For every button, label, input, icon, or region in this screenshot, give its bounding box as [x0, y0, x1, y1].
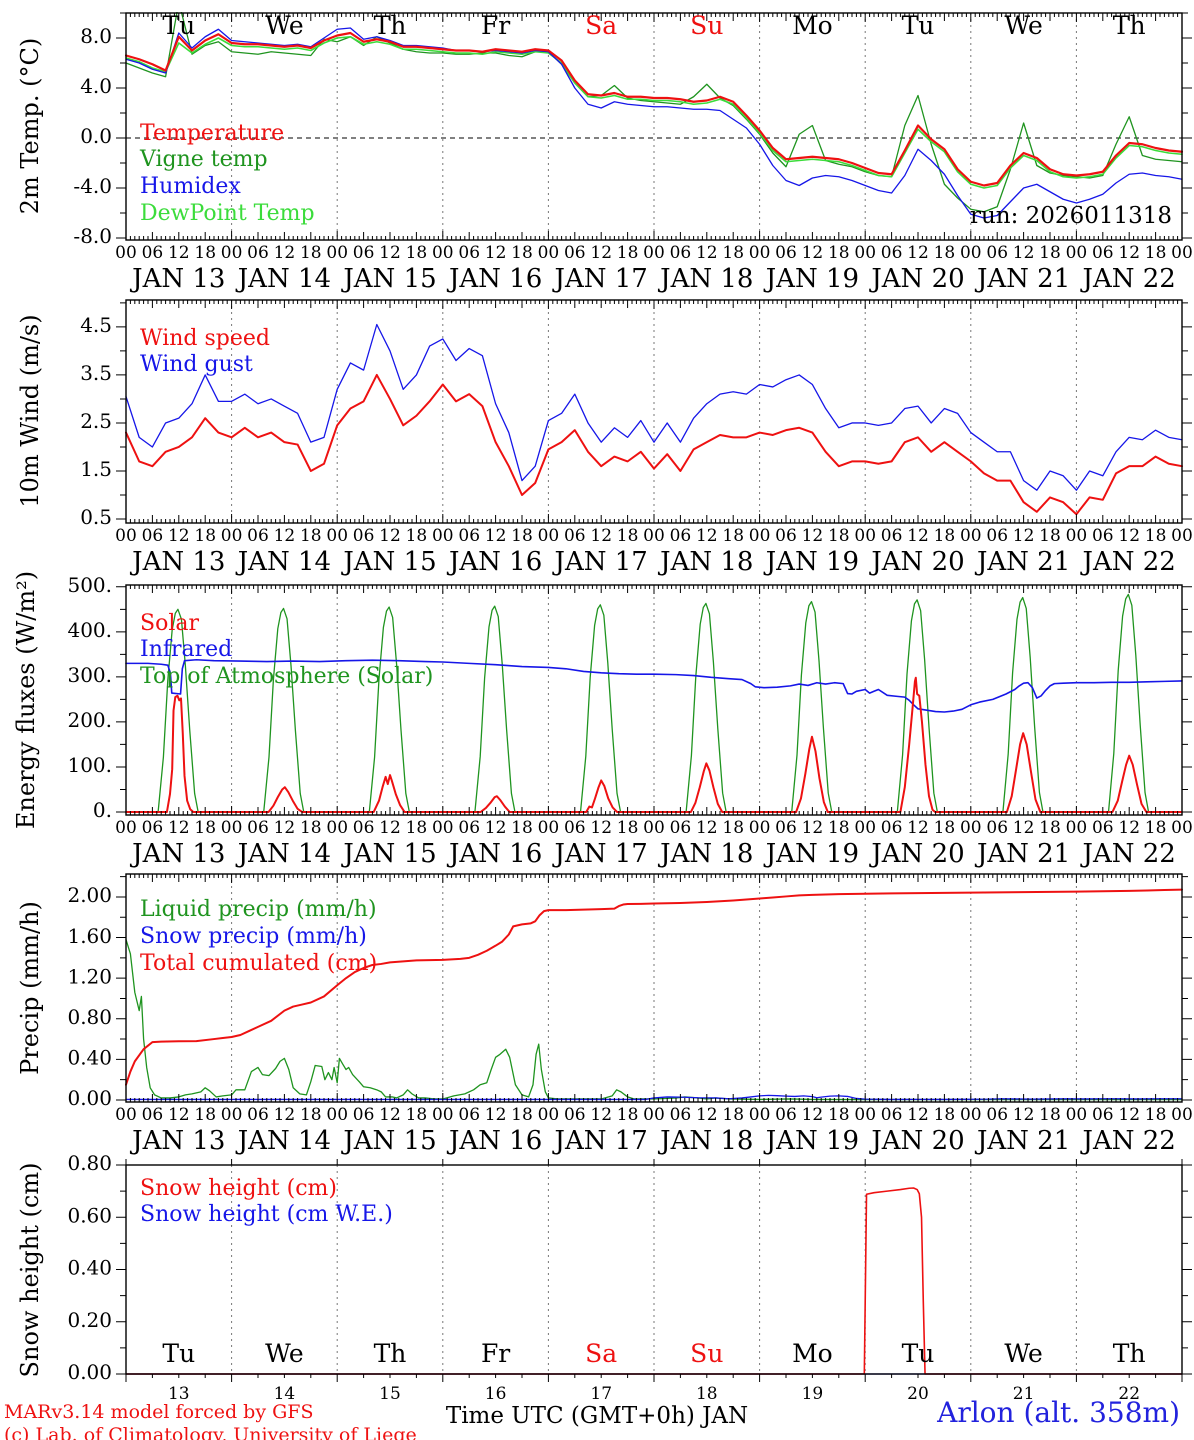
legend-liquid-precip: Liquid precip (mm/h): [140, 897, 377, 922]
legend-dewpoint-temp: DewPoint Temp: [140, 201, 315, 226]
legend-total-cumulated: Total cumulated (cm): [140, 951, 378, 976]
legend-temperature: Temperature: [140, 121, 285, 146]
legend-snow-height-we: Snow height (cm W.E.): [140, 1202, 393, 1227]
legend-humidex: Humidex: [140, 174, 241, 199]
legend-wind-gust: Wind gust: [140, 352, 253, 377]
y-axis-title-snow: Snow height (cm): [16, 1162, 44, 1378]
model-credit-line: MARv3.14 model forced by GFS: [4, 1401, 314, 1423]
copyright-credit-line: (c) Lab. of Climatology, University of L…: [4, 1424, 417, 1440]
station-label: Arlon (alt. 358m): [937, 1396, 1180, 1429]
legend-vigne-temp: Vigne temp: [140, 147, 268, 172]
legend-wind-speed: Wind speed: [140, 326, 271, 351]
legend-snow-precip: Snow precip (mm/h): [140, 924, 367, 949]
y-axis-title-temp: 2m Temp. (°C): [16, 37, 44, 215]
x-axis-title: Time UTC (GMT+0h) JAN: [445, 1403, 749, 1429]
legend-snow-height: Snow height (cm): [140, 1176, 337, 1201]
y-axis-title-precip: Precip (mm/h): [16, 901, 44, 1075]
run-label: run: 2026011318: [969, 203, 1172, 229]
legend-toa-solar: Top of Atmosphere (Solar): [140, 664, 434, 689]
y-axis-title-flux: Energy fluxes (W/m²): [12, 570, 40, 830]
legend-infrared: Infrared: [140, 637, 233, 662]
y-axis-title-wind: 10m Wind (m/s): [16, 314, 44, 508]
legend-solar: Solar: [140, 611, 199, 636]
